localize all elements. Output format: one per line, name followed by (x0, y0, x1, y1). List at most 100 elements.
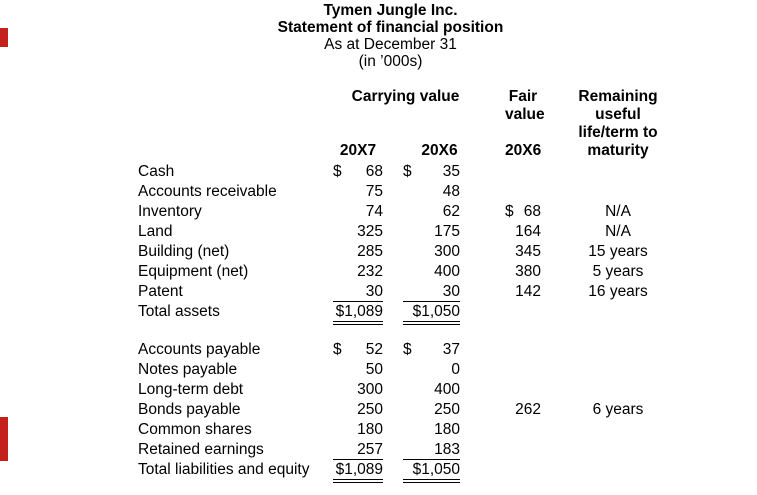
table-header-row-2: value useful (138, 106, 757, 124)
table-body: Cash $68 $35 Accounts receivable 75 48 Invento… (138, 162, 757, 483)
remaining-header-line1: Remaining (578, 88, 658, 105)
red-annotation-mark-bottom (0, 417, 8, 461)
table-row: Accounts receivable 75 48 (138, 182, 757, 202)
carrying-20x7-cell: 30 (333, 282, 383, 302)
cell-value: 68 (523, 203, 541, 220)
table-row: Land 325 175 164 N/A (138, 222, 757, 242)
cell-value: 325 (357, 223, 383, 240)
cell-value: 285 (357, 243, 383, 260)
column-header-20x6: 20X6 (421, 142, 458, 159)
red-annotation-mark-top (0, 28, 8, 47)
carrying-20x6-cell: $35 (403, 162, 460, 182)
carrying-20x6-cell: 30 (403, 282, 460, 302)
cell-value: 400 (434, 381, 460, 398)
dollar-sign: $ (333, 341, 342, 358)
cell-value: 180 (357, 421, 383, 438)
carrying-20x7-cell: 232 (333, 262, 383, 282)
cell-value: 257 (357, 441, 383, 458)
fair-value-cell (505, 440, 541, 460)
fair-value-cell (505, 380, 541, 400)
carrying-20x7-cell: 74 (333, 202, 383, 222)
carrying-20x7-cell: 75 (333, 182, 383, 202)
row-label: Inventory (138, 203, 202, 220)
row-label: Long-term debt (138, 381, 244, 398)
row-label: Building (net) (138, 243, 230, 260)
table-row: Notes payable 50 0 (138, 360, 757, 380)
carrying-20x7-cell: 180 (333, 420, 383, 440)
fair-value-header-line1: Fair (508, 88, 538, 105)
dollar-sign: $ (403, 163, 412, 180)
cell-value: 37 (442, 341, 460, 358)
table-row: Equipment (net) 232 400 380 5 years (138, 262, 757, 282)
table-row: Long-term debt 300 400 (138, 380, 757, 400)
remaining-header-line2: useful (595, 106, 641, 123)
table-row: Common shares 180 180 (138, 420, 757, 440)
term-cell (563, 340, 673, 360)
carrying-20x7-cell: 250 (333, 400, 383, 420)
carrying-20x6-cell: 175 (403, 222, 460, 242)
carrying-20x6-cell: 400 (403, 380, 460, 400)
carrying-20x7-cell: 300 (333, 380, 383, 400)
carrying-20x7-cell: 285 (333, 242, 383, 262)
table-row: Total assets $1,089 $1,050 (138, 302, 757, 325)
carrying-20x6-cell: $37 (403, 340, 460, 360)
term-cell (563, 380, 673, 400)
fair-value-cell (505, 460, 541, 480)
carrying-20x7-cell: 50 (333, 360, 383, 380)
fair-value-cell (505, 182, 541, 202)
cell-value: 48 (442, 183, 460, 200)
fair-value-cell (505, 420, 541, 440)
carrying-value-header: Carrying value (351, 88, 460, 105)
cell-value: $1,050 (412, 303, 460, 320)
cell-value: 35 (442, 163, 460, 180)
dollar-sign: $ (333, 163, 342, 180)
carrying-20x6-cell: 180 (403, 420, 460, 440)
carrying-20x6-cell: 48 (403, 182, 460, 202)
statement-date: As at December 31 (324, 36, 457, 53)
cell-value: $1,089 (335, 303, 383, 320)
carrying-20x7-cell: $52 (333, 340, 383, 360)
table-header-row-4: 20X7 20X6 20X6 maturity (138, 142, 757, 160)
fair-value-cell: 380 (505, 262, 541, 282)
cell-value: 300 (434, 243, 460, 260)
term-cell: N/A (605, 223, 631, 240)
cell-value: 380 (515, 263, 541, 280)
fair-value-cell: 142 (505, 282, 541, 302)
fair-value-cell (505, 340, 541, 360)
term-cell (563, 440, 673, 460)
cell-value: 175 (434, 223, 460, 240)
row-label: Equipment (net) (138, 263, 249, 280)
table-row: Building (net) 285 300 345 15 years (138, 242, 757, 262)
carrying-20x7-cell: $68 (333, 162, 383, 182)
term-cell: 6 years (592, 401, 644, 418)
carrying-20x6-cell: $1,050 (403, 302, 460, 325)
cell-value: 50 (365, 361, 383, 378)
carrying-20x6-cell: 183 (403, 440, 460, 460)
row-label: Notes payable (138, 361, 238, 378)
table-row: Bonds payable 250 250 262 6 years (138, 400, 757, 420)
company-name: Tymen Jungle Inc. (323, 2, 458, 19)
statement-title-block: Tymen Jungle Inc. Statement of financial… (12, 2, 757, 70)
statement-table: Carrying value Fair Remaining value usef… (138, 88, 757, 483)
fair-value-cell (505, 162, 541, 182)
table-row: Inventory 74 62 $68 N/A (138, 202, 757, 222)
carrying-20x6-cell: $1,050 (403, 460, 460, 483)
term-cell (563, 460, 673, 480)
carrying-20x7-cell: $1,089 (333, 460, 383, 483)
cell-value: 262 (515, 401, 541, 418)
cell-value: 62 (442, 203, 460, 220)
term-cell (563, 162, 673, 182)
cell-value: $1,089 (335, 461, 383, 478)
carrying-20x6-cell: 0 (403, 360, 460, 380)
cell-value: 68 (365, 163, 383, 180)
statement-units: (in ’000s) (358, 53, 423, 70)
remaining-header-line3: life/term to (578, 124, 658, 141)
term-cell (563, 360, 673, 380)
carrying-20x6-cell: 250 (403, 400, 460, 420)
term-cell: 16 years (588, 283, 648, 300)
table-row: Cash $68 $35 (138, 162, 757, 182)
table-row: Total liabilities and equity $1,089 $1,050 (138, 460, 757, 483)
term-cell (563, 182, 673, 202)
carrying-20x6-cell: 62 (403, 202, 460, 222)
fair-value-cell: 164 (505, 222, 541, 242)
